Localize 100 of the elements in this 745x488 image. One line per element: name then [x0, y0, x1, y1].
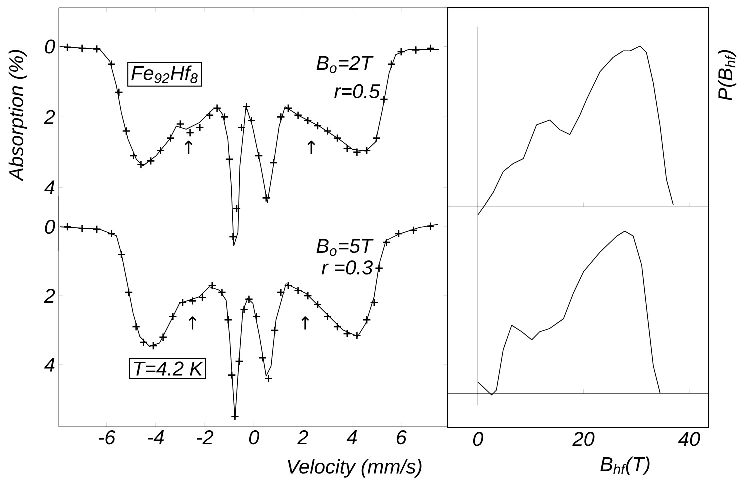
point — [178, 298, 188, 308]
point — [149, 342, 158, 350]
point — [244, 295, 254, 304]
point — [242, 102, 252, 111]
point — [382, 238, 391, 247]
y-tick-label: 4 — [44, 180, 55, 194]
point — [397, 48, 406, 56]
point — [139, 338, 148, 347]
point — [294, 286, 303, 296]
point — [63, 222, 72, 232]
x-tick-label: 40 — [678, 432, 700, 446]
point — [362, 316, 372, 324]
point — [78, 224, 87, 234]
point — [224, 316, 233, 324]
annotation: ↑ — [188, 316, 197, 330]
point — [229, 232, 238, 242]
point — [426, 44, 436, 53]
point — [213, 104, 222, 113]
point — [284, 104, 293, 113]
point — [387, 60, 396, 69]
point — [247, 116, 256, 125]
point — [122, 127, 131, 136]
point — [324, 312, 332, 321]
point — [276, 112, 286, 122]
point — [108, 230, 116, 238]
x-axis-title: B$_{hf}$(T) — [600, 456, 650, 476]
annotation: ↑ — [184, 140, 193, 154]
annotation: r =0.3 — [322, 260, 373, 275]
x-tick-label: -4 — [148, 430, 164, 444]
point — [324, 127, 332, 136]
point — [196, 123, 204, 132]
point — [220, 112, 229, 122]
point — [284, 281, 293, 290]
point — [206, 111, 214, 120]
point — [252, 312, 261, 321]
point — [132, 322, 141, 332]
x-tick-label: 4 — [346, 430, 358, 444]
x-axis-title: Velocity (mm/s) — [288, 459, 422, 478]
point — [343, 144, 352, 154]
y-axis-title: P(B$_{hf}$) — [718, 50, 737, 101]
point — [188, 296, 198, 306]
annotation: Fe$_{92}$Hf$_{8}$ — [132, 66, 198, 84]
point — [218, 288, 226, 297]
point — [208, 281, 217, 290]
point — [108, 60, 116, 69]
point — [380, 95, 388, 104]
point — [370, 298, 379, 308]
annotation: B$_{o}$=5T — [316, 239, 374, 256]
point — [228, 371, 236, 380]
point — [78, 44, 87, 53]
y-tick-label: 2 — [44, 110, 56, 124]
point — [130, 152, 138, 160]
point — [372, 134, 382, 143]
annotation: B$_{o}$=2T — [316, 56, 374, 74]
point — [262, 194, 271, 202]
y-tick-label: 0 — [45, 220, 56, 234]
point — [146, 156, 156, 166]
point — [294, 111, 303, 120]
point — [409, 226, 418, 235]
point — [304, 292, 312, 300]
x-tick-label: 2 — [298, 430, 308, 444]
point — [333, 322, 342, 332]
x-tick-label: 0 — [473, 432, 484, 446]
point — [375, 264, 384, 273]
point — [159, 333, 168, 342]
point — [168, 312, 178, 321]
y-tick-label: 2 — [44, 289, 56, 303]
point — [254, 152, 264, 160]
y-tick-label: 4 — [44, 358, 55, 372]
point — [304, 116, 312, 125]
point — [270, 326, 280, 335]
annotation: ↑ — [302, 316, 310, 330]
point — [124, 288, 134, 297]
point — [92, 44, 102, 54]
point — [114, 88, 124, 97]
y-tick-label: 0 — [45, 40, 56, 54]
point — [176, 120, 185, 128]
point — [156, 146, 166, 155]
x-tick-label: -6 — [99, 430, 116, 445]
annotation: r=0.5 — [334, 84, 380, 99]
point — [232, 204, 242, 213]
point — [258, 354, 267, 362]
y-axis-title: Absorption (%) — [8, 50, 28, 182]
point — [314, 122, 322, 130]
point — [198, 293, 207, 302]
point — [63, 43, 72, 52]
point — [394, 230, 404, 238]
annotation: T=4.2 K — [134, 362, 204, 376]
point — [264, 374, 274, 383]
point — [314, 300, 322, 309]
point — [235, 357, 244, 366]
point — [117, 250, 126, 259]
point — [136, 160, 146, 169]
x-tick-label: 20 — [572, 432, 595, 446]
point — [362, 146, 372, 155]
point — [92, 225, 102, 234]
x-tick-label: -2 — [197, 430, 214, 444]
point — [225, 155, 234, 164]
x-tick-label: 6 — [396, 430, 407, 445]
point — [343, 330, 352, 338]
